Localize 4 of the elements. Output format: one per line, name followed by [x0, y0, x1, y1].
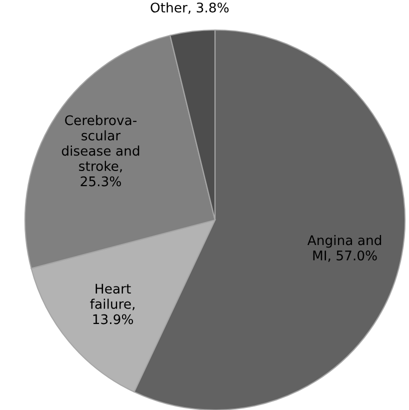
- slice-label: Other, 3.8%: [150, 2, 229, 14]
- slice-label: Cerebrova- scular disease and stroke, 25.3%: [62, 115, 140, 186]
- slice-label: Angina and MI, 57.0%: [307, 234, 382, 262]
- slice-label: Heart failure, 13.9%: [90, 284, 134, 324]
